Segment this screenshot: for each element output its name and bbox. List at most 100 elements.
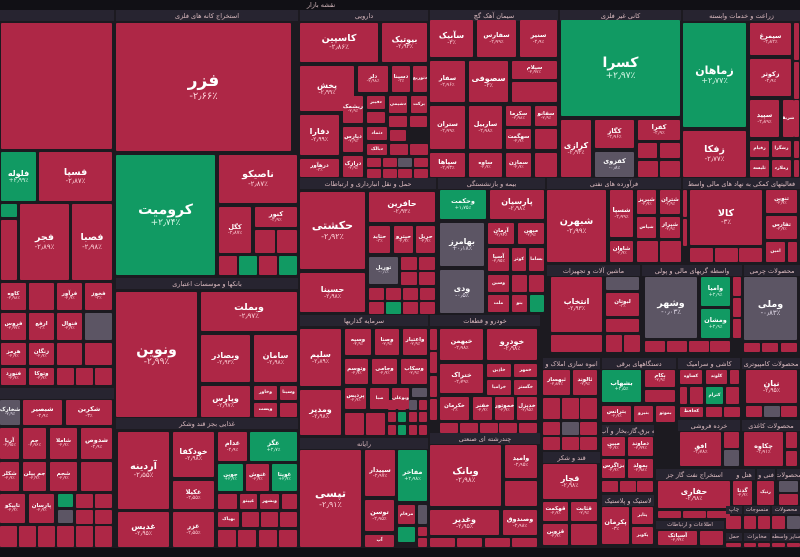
stock-tile[interactable]: غدام -۲٫۹٪ [218,432,247,461]
stock-tile[interactable]: لبوتان -۳٪ [606,293,639,316]
stock-tile[interactable] [410,144,428,155]
stock-tile[interactable]: کگاز -۲٫۹۶٪ [595,120,634,148]
stock-tile[interactable] [758,516,770,529]
stock-tile[interactable] [279,256,297,275]
stock-tile[interactable] [764,406,780,417]
stock-tile[interactable]: بهپاک [218,512,239,527]
stock-tile[interactable]: خودرو -۲٫۹۸٪ [487,329,537,360]
stock-tile[interactable]: ودی -۰٫۵٪ [440,270,484,313]
stock-tile[interactable]: بساما [529,248,544,271]
stock-tile[interactable]: آپ [365,535,394,547]
stock-tile[interactable]: زشگزا [772,141,791,157]
stock-tile[interactable]: ریشمک -۲٫۹٪ [343,96,363,123]
stock-tile[interactable] [369,288,384,300]
stock-tile[interactable] [238,530,256,547]
stock-tile[interactable] [389,116,407,127]
stock-tile[interactable] [282,494,297,509]
stock-tile[interactable]: توریل -۰٫۱٪ [369,257,398,284]
stock-tile[interactable] [418,527,427,536]
stock-tile[interactable]: غدیس -۲٫۹۵٪ [118,512,169,547]
stock-tile[interactable]: ومدیر -۲٫۹۸٪ [300,390,341,435]
stock-tile[interactable]: وپست [254,403,277,417]
stock-tile[interactable]: تفارس -۲٫۹٪ [766,216,797,239]
stock-tile[interactable]: سپید -۲٫۸۹٪ [750,100,779,137]
stock-tile[interactable]: وسین [488,275,509,292]
stock-tile[interactable]: کاسپین -۲٫۸۶٪ [300,23,378,62]
stock-tile[interactable] [76,526,93,547]
stock-tile[interactable]: شیراز -۲٫۹٪ [660,217,680,238]
stock-tile[interactable] [781,343,797,352]
stock-tile[interactable] [412,388,427,397]
stock-tile[interactable] [512,275,527,292]
stock-tile[interactable]: رنیک [757,481,774,505]
stock-tile[interactable]: دماوند -۲٫۹۹٪ [628,437,653,456]
stock-tile[interactable] [779,494,798,505]
stock-tile[interactable]: فسپا -۲٫۸۷٪ [39,152,112,201]
stock-tile[interactable]: فجر -۲٫۸۹٪ [20,204,69,280]
stock-tile[interactable]: حپترو -۲٫۹٪ [394,226,413,253]
stock-tile[interactable]: خگستر [514,380,537,395]
stock-tile[interactable]: کرازی -۲٫۹۴٪ [561,120,591,177]
stock-tile[interactable]: دسینا -۳٪ [392,66,410,92]
stock-tile[interactable] [746,406,762,417]
stock-tile[interactable]: فروس -۲٫۹۷٪ [1,313,26,340]
stock-tile[interactable]: چکاوه -۲٫۹۱٪ [744,432,783,466]
stock-tile[interactable] [367,158,381,167]
stock-tile[interactable]: وپارس -۲٫۹۷٪ [201,386,250,417]
stock-tile[interactable]: خودکفا -۲٫۹۸٪ [173,432,214,477]
stock-tile[interactable] [386,302,401,314]
stock-tile[interactable] [418,505,427,524]
stock-tile[interactable]: پکرمان -۳٪ [602,507,629,544]
stock-tile[interactable]: ونوین -۲٫۹۹٪ [116,292,197,417]
stock-tile[interactable] [683,219,687,246]
stock-tile[interactable]: شکربن -۳٪ [66,400,112,425]
stock-tile[interactable] [787,516,800,529]
stock-tile[interactable]: بترانس -۲٫۹٪ [602,406,631,422]
stock-tile[interactable] [794,160,799,177]
stock-tile[interactable]: دلر -۲٫۹۸٪ [358,66,388,92]
stock-tile[interactable] [398,158,412,167]
stock-tile[interactable] [690,248,713,262]
stock-tile[interactable]: دتماد [367,127,387,140]
stock-tile[interactable]: شتران -۲٫۹٪ [660,190,680,214]
stock-tile[interactable]: آسیاتک -۲٫۹۹٪ [658,531,697,545]
stock-tile[interactable] [683,190,687,217]
stock-tile[interactable]: سکرما -۲٫۹۸٪ [506,106,531,126]
stock-tile[interactable] [739,248,762,262]
stock-tile[interactable] [724,407,740,417]
stock-tile[interactable] [239,256,257,275]
stock-tile[interactable]: کسرا +۲٫۹۷٪ [561,20,680,116]
stock-tile[interactable]: دبالک [367,144,387,155]
stock-tile[interactable] [733,319,741,338]
stock-tile[interactable]: دفیبر [367,96,385,109]
stock-tile[interactable]: وحکمت +۱٫۷۵٪ [440,190,486,219]
stock-tile[interactable]: غکیلا -۲٫۵۵٪ [173,481,214,509]
stock-tile[interactable] [386,288,401,300]
stock-tile[interactable]: وغدیر -۲٫۹۵٪ [430,510,499,535]
stock-tile[interactable]: سفانو -۲٫۹٪ [535,106,557,126]
stock-tile[interactable]: خمهر [514,364,537,377]
stock-tile[interactable]: تنوین -۲٫۹٪ [766,190,797,213]
stock-tile[interactable]: بنیرو [634,406,653,422]
stock-tile[interactable]: مفاخر +۲٫۹۸٪ [398,450,427,501]
stock-tile[interactable] [259,256,277,275]
stock-tile[interactable]: تپسی -۲٫۹۱٪ [300,450,361,547]
stock-tile[interactable] [255,230,275,253]
stock-tile[interactable]: سصوفی -۳٪ [469,61,508,102]
stock-tile[interactable]: وسکاب -۲٫۹٪ [401,359,427,384]
stock-tile[interactable] [794,23,799,60]
stock-tile[interactable]: قزوین -۲٫۹٪ [543,524,568,545]
stock-tile[interactable]: دفارا -۲٫۹۹٪ [300,115,339,155]
stock-tile[interactable]: کوثر [512,248,526,271]
stock-tile[interactable] [543,398,560,419]
stock-tile[interactable] [398,400,406,410]
stock-tile[interactable] [535,129,557,149]
stock-tile[interactable] [690,387,703,404]
stock-tile[interactable]: کحافظ [680,407,703,417]
stock-tile[interactable] [779,481,798,492]
stock-tile[interactable]: خدیزل -۲٫۹۵٪ [517,397,537,420]
stock-tile[interactable] [794,62,799,99]
stock-tile[interactable] [512,538,537,547]
stock-tile[interactable]: زکوثر -۲٫۹٪ [750,59,791,96]
stock-tile[interactable] [1,23,112,149]
